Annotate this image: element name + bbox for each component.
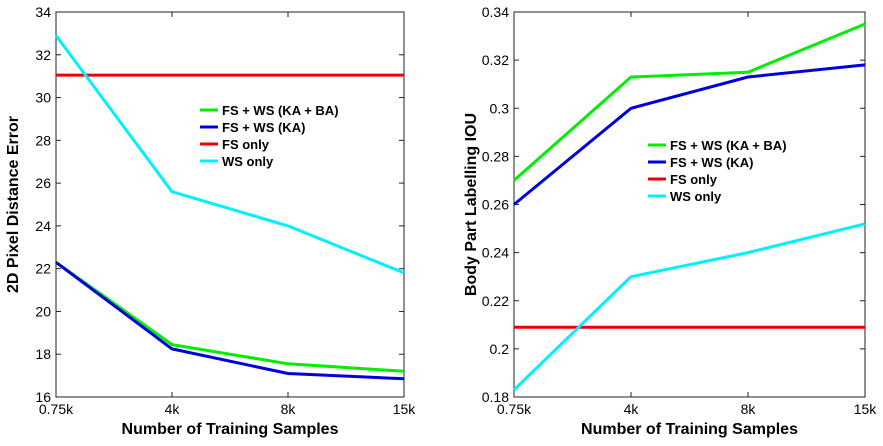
y-tick-label: 28 [35, 132, 51, 148]
y-tick-label: 32 [35, 47, 51, 63]
y-tick-label: 0.34 [482, 4, 509, 20]
x-axis-title: Number of Training Samples [122, 421, 339, 438]
legend-label: FS + WS (KA) [670, 155, 753, 170]
series-line-2 [55, 261, 405, 381]
y-tick-label: 0.18 [482, 389, 509, 405]
x-tick-label: 4k [624, 401, 640, 417]
series-line-4 [54, 34, 405, 275]
y-tick-label: 16 [35, 389, 51, 405]
x-tick-label: 15k [854, 401, 878, 417]
y-tick-label: 22 [35, 261, 51, 277]
chart-panel-2: 0.18 0.2 0.22 0.24 0.26 0.28 0.3 0.32 0.34 0.75k 4… [463, 4, 877, 438]
legend-label: FS only [670, 172, 718, 187]
y-tick-label: 34 [35, 4, 51, 20]
x-tick-label: 4k [165, 401, 181, 417]
legend-label: FS only [222, 137, 270, 152]
y-axis-title: Body Part Labelling IOU [463, 113, 480, 296]
y-tick-label: 26 [35, 175, 51, 191]
y-tick-label: 0.3 [490, 100, 510, 116]
x-tick-label: 0.75k [39, 401, 74, 417]
series-line-1 [513, 22, 866, 182]
y-tick-label: 20 [35, 303, 51, 319]
y-tick-label: 18 [35, 346, 51, 362]
y-tick-label: 0.2 [490, 341, 510, 357]
y-tick-label: 0.32 [482, 52, 509, 68]
legend-label: FS + WS (KA) [222, 120, 305, 135]
x-axis-title: Number of Training Samples [581, 421, 798, 438]
chart-panel-1: 16 18 20 22 24 26 28 30 32 34 0.75k 4k 8k 15k Number o… [5, 4, 416, 438]
legend-label: FS + WS (KA + BA) [670, 138, 787, 153]
y-tick-label: 30 [35, 90, 51, 106]
x-tick-label: 0.75k [497, 401, 532, 417]
legend-label: WS only [670, 189, 722, 204]
x-tick-label: 15k [393, 401, 417, 417]
y-tick-label: 0.22 [482, 293, 509, 309]
y-tick-label: 0.28 [482, 148, 509, 164]
series-line-4 [512, 222, 866, 391]
series-line-2 [513, 63, 866, 206]
x-tick-label: 8k [741, 401, 757, 417]
y-axis-title: 2D Pixel Distance Error [5, 116, 22, 293]
plot-frame [55, 11, 405, 398]
legend-label: WS only [222, 154, 274, 169]
legend-label: FS + WS (KA + BA) [222, 103, 339, 118]
y-tick-label: 0.24 [482, 245, 509, 261]
series-line-1 [55, 261, 405, 373]
x-tick-label: 8k [281, 401, 297, 417]
y-tick-label: 24 [35, 218, 51, 234]
y-tick-label: 0.26 [482, 197, 509, 213]
